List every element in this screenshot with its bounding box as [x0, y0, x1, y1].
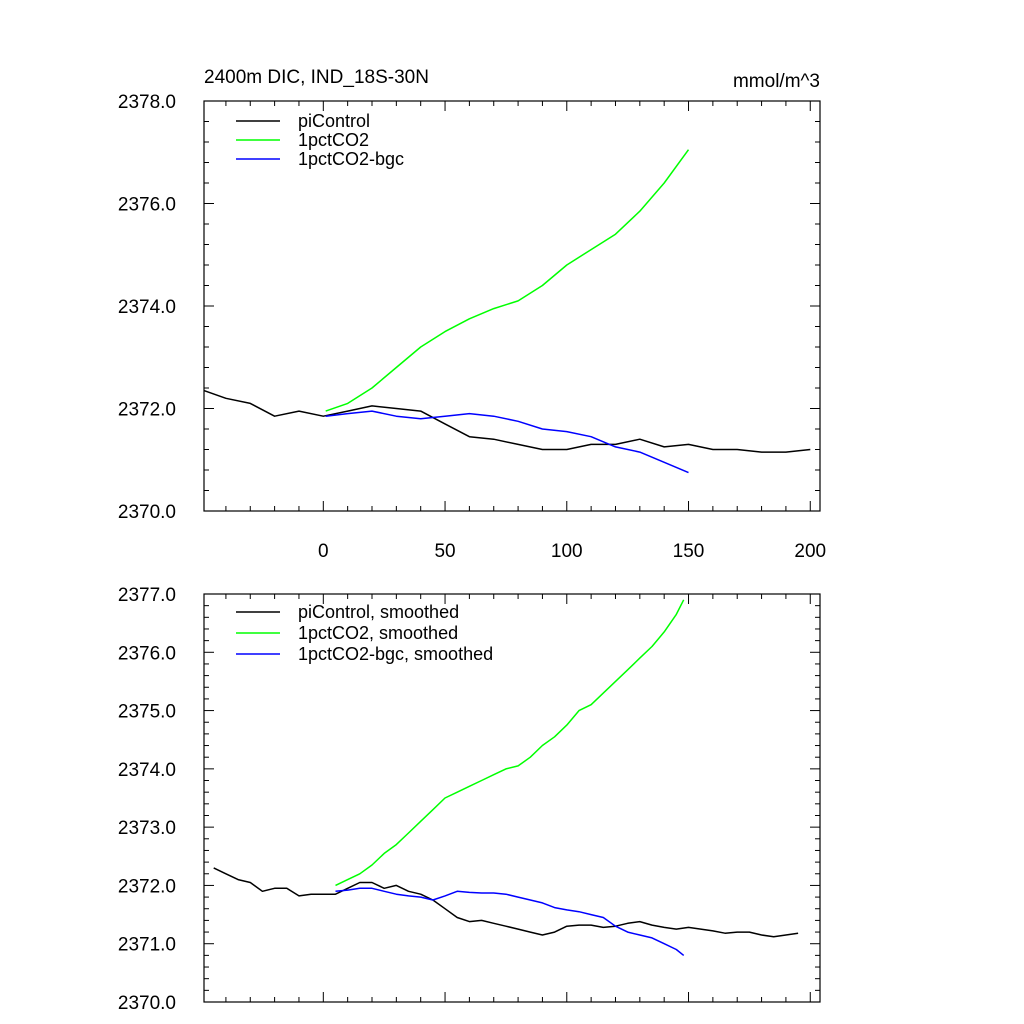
y-tick-label: 2374.0 — [118, 297, 176, 318]
y-tick-label: 2374.0 — [118, 760, 176, 781]
series-lines — [213, 599, 799, 956]
legend-label: 1pctCO2-bgc — [298, 149, 404, 169]
y-tick-label: 2372.0 — [118, 400, 176, 421]
y-tick-label: 2376.0 — [118, 643, 176, 664]
legend-label: 1pctCO2-bgc, smoothed — [298, 644, 493, 664]
y-tick-label: 2378.0 — [118, 92, 176, 113]
y-tick-label: 2375.0 — [118, 702, 176, 723]
y-tick-label: 2372.0 — [118, 876, 176, 897]
top-panel: 2400m DIC, IND_18S-30N mmol/m^3 0 50 100 15… — [118, 67, 826, 562]
units-label: mmol/m^3 — [733, 71, 820, 92]
legend-label: piControl, smoothed — [298, 602, 459, 622]
y-tick-label: 2373.0 — [118, 818, 176, 839]
plot-frame — [203, 593, 821, 1003]
y-tick-labels: 2370.0 2372.0 2374.0 2376.0 2378.0 — [118, 92, 176, 523]
legend-label: 1pctCO2, smoothed — [298, 623, 458, 643]
series-line-picontrol-smoothed — [213, 867, 799, 938]
series-line-1pctco2 — [325, 149, 690, 412]
series-line-1pctco2-bgc — [325, 410, 689, 474]
y-tick-label: 2371.0 — [118, 935, 176, 956]
x-tick-labels: 0 50 100 150 200 — [318, 541, 826, 562]
x-tick-label: 150 — [673, 541, 705, 562]
x-tick-label: 200 — [794, 541, 826, 562]
legend-label: piControl — [298, 111, 370, 131]
tick-marks — [204, 593, 820, 1003]
series-lines — [203, 149, 811, 474]
y-tick-labels: 2370.0 2371.0 2372.0 2373.0 2374.0 2375.0 2376… — [118, 585, 176, 1014]
series-line-1pctco2-bgc-smoothed — [335, 887, 685, 956]
y-tick-label: 2377.0 — [118, 585, 176, 606]
x-tick-label: 50 — [434, 541, 455, 562]
y-tick-label: 2370.0 — [118, 502, 176, 523]
x-tick-label: 0 — [318, 541, 329, 562]
legend-label: 1pctCO2 — [298, 130, 369, 150]
series-line-1pctco2-smoothed — [335, 599, 685, 887]
series-line-picontrol — [203, 389, 811, 453]
y-tick-label: 2370.0 — [118, 993, 176, 1014]
bottom-panel: 2370.0 2371.0 2372.0 2373.0 2374.0 2375.0 2376… — [118, 585, 821, 1014]
tick-marks — [204, 100, 820, 512]
y-tick-label: 2376.0 — [118, 195, 176, 216]
x-tick-label: 100 — [551, 541, 583, 562]
chart-title: 2400m DIC, IND_18S-30N — [204, 67, 429, 88]
